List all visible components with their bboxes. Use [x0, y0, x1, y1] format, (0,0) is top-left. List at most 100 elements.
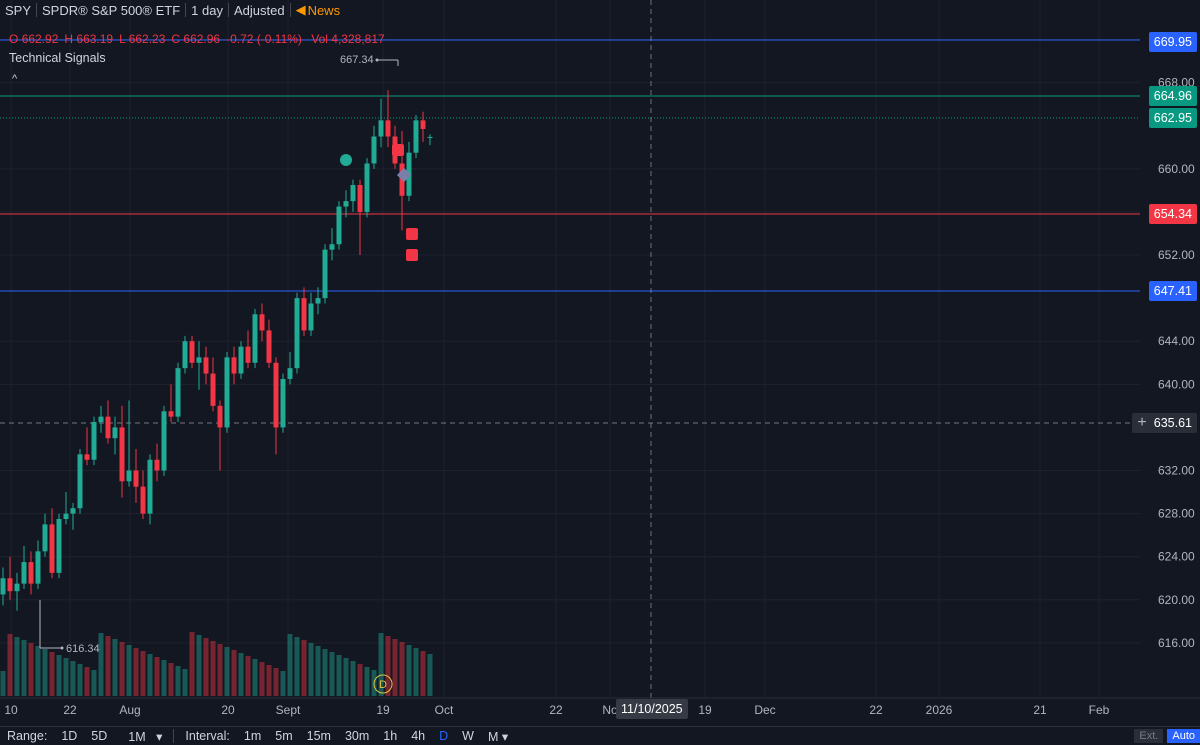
time-axis-label: 22 — [549, 703, 563, 717]
divider — [36, 3, 38, 17]
candle-body — [280, 378, 286, 428]
volume-bar — [105, 636, 111, 696]
price-axis-label: 632.00 — [1158, 464, 1195, 478]
candle-body — [161, 411, 167, 471]
volume-bar — [392, 639, 398, 696]
volume-bar — [0, 671, 6, 696]
candle-body — [357, 185, 363, 212]
candle-body — [147, 459, 153, 514]
signal-markers — [340, 144, 418, 261]
divider — [227, 3, 229, 17]
volume-bar — [168, 663, 174, 696]
candle-body — [84, 454, 90, 460]
interval-d[interactable]: D — [439, 728, 449, 743]
interval-w[interactable]: W — [462, 728, 474, 743]
volume-bar — [287, 634, 293, 696]
volume-bar — [56, 655, 62, 696]
candle-body — [154, 459, 160, 471]
low-label: 616.34 — [66, 643, 100, 655]
indicator-title[interactable]: Technical Signals — [9, 51, 106, 65]
add-alert-plus-icon[interactable]: + — [1132, 413, 1152, 433]
price-tag: 635.61 — [1148, 413, 1197, 433]
candle-body — [35, 551, 41, 584]
collapse-caret-icon[interactable]: ^ — [12, 73, 18, 85]
high-label: 667.34 — [340, 54, 374, 66]
volume-bar — [91, 670, 97, 696]
symbol[interactable]: SPY — [5, 2, 32, 18]
volume-bar — [175, 666, 181, 696]
volume-bar — [84, 667, 90, 696]
low-annotation: 616.34 — [39, 600, 100, 655]
volume-bar — [280, 671, 286, 696]
volume-bar — [42, 649, 48, 696]
volume-bar — [77, 664, 83, 696]
bottom-toolbar: Range: 1D 5D 1M ▾ Interval: 1m 5m 15m 30m 1h… — [0, 726, 1200, 745]
chart-grid — [0, 0, 1140, 698]
candle-body — [378, 120, 384, 137]
close-value: 662.96 — [183, 32, 221, 46]
range-1m[interactable]: 1M ▾ — [128, 729, 163, 744]
volume-bar — [196, 635, 202, 696]
interval-1h[interactable]: 1h — [383, 728, 398, 743]
volume-bar — [245, 656, 251, 696]
time-axis-label: 10 — [4, 703, 18, 717]
candle-body — [259, 314, 265, 331]
volume-bar — [161, 660, 167, 696]
candle-body — [322, 249, 328, 299]
volume-bar — [364, 667, 370, 696]
candle-body — [175, 368, 181, 417]
interval-4h[interactable]: 4h — [411, 728, 426, 743]
candle-body — [98, 416, 104, 423]
volume-bar — [413, 648, 419, 696]
ohlc-legend: O 662.92 H 663.19 L 662.23 C 662.96 -0.7… — [9, 32, 385, 46]
ext-hours-toggle[interactable]: Ext. — [1134, 729, 1164, 743]
price-tag: 669.95 — [1148, 32, 1197, 52]
volume-bar — [378, 633, 384, 696]
range-1d[interactable]: 1D — [61, 729, 78, 743]
candle-body — [126, 470, 132, 482]
candle-body — [420, 120, 426, 129]
time-axis-label: 22 — [869, 703, 883, 717]
candle-body — [140, 486, 146, 514]
interval-30m[interactable]: 30m — [344, 728, 370, 743]
volume-bar — [238, 653, 244, 696]
volume-bar — [140, 651, 146, 696]
candle-body — [371, 136, 377, 164]
range-5d[interactable]: 5D — [91, 729, 108, 743]
volume-bar — [14, 637, 20, 696]
time-axis[interactable]: 10 22 Aug 20 Sept 19 Oct 22 No 19 Dec 22 2026 21 Feb — [0, 697, 1200, 717]
candle-body — [63, 513, 69, 519]
change-value: -0.72 (-0.11%) — [226, 32, 302, 46]
auto-scale-toggle[interactable]: Auto — [1167, 729, 1200, 743]
volume-bar — [315, 646, 321, 696]
candle-body — [231, 357, 237, 374]
crosshair-date-tag: 11/10/2025 — [616, 699, 688, 719]
interval-5m[interactable]: 5m — [275, 728, 293, 743]
volume-bar — [147, 654, 153, 696]
interval-15m[interactable]: 15m — [306, 728, 331, 743]
adjustment-label[interactable]: Adjusted — [233, 2, 285, 18]
news-button[interactable]: News — [307, 2, 341, 18]
price-axis-label: 660.00 — [1158, 162, 1195, 176]
volume-bar — [28, 643, 34, 696]
interval-1m[interactable]: 1m — [243, 728, 262, 743]
volume-bar — [343, 658, 349, 696]
dividend-marker[interactable]: D — [373, 674, 393, 694]
candle-body — [77, 454, 83, 509]
divider — [173, 729, 175, 743]
time-axis-label: 19 — [698, 703, 712, 717]
volume-bar — [98, 633, 104, 696]
interval-m[interactable]: M ▾ — [487, 729, 509, 744]
price-axis-label: 652.00 — [1158, 248, 1195, 262]
candle-body — [252, 314, 258, 363]
candle-body — [413, 120, 419, 153]
interval-label[interactable]: 1 day — [191, 2, 223, 18]
candle-body — [70, 508, 76, 514]
volume-bar — [49, 652, 55, 696]
candle-body — [105, 416, 111, 439]
candle-body — [168, 411, 174, 417]
volume-bar — [112, 639, 118, 696]
range-label: Range: — [7, 729, 48, 743]
candle-body — [350, 185, 356, 202]
